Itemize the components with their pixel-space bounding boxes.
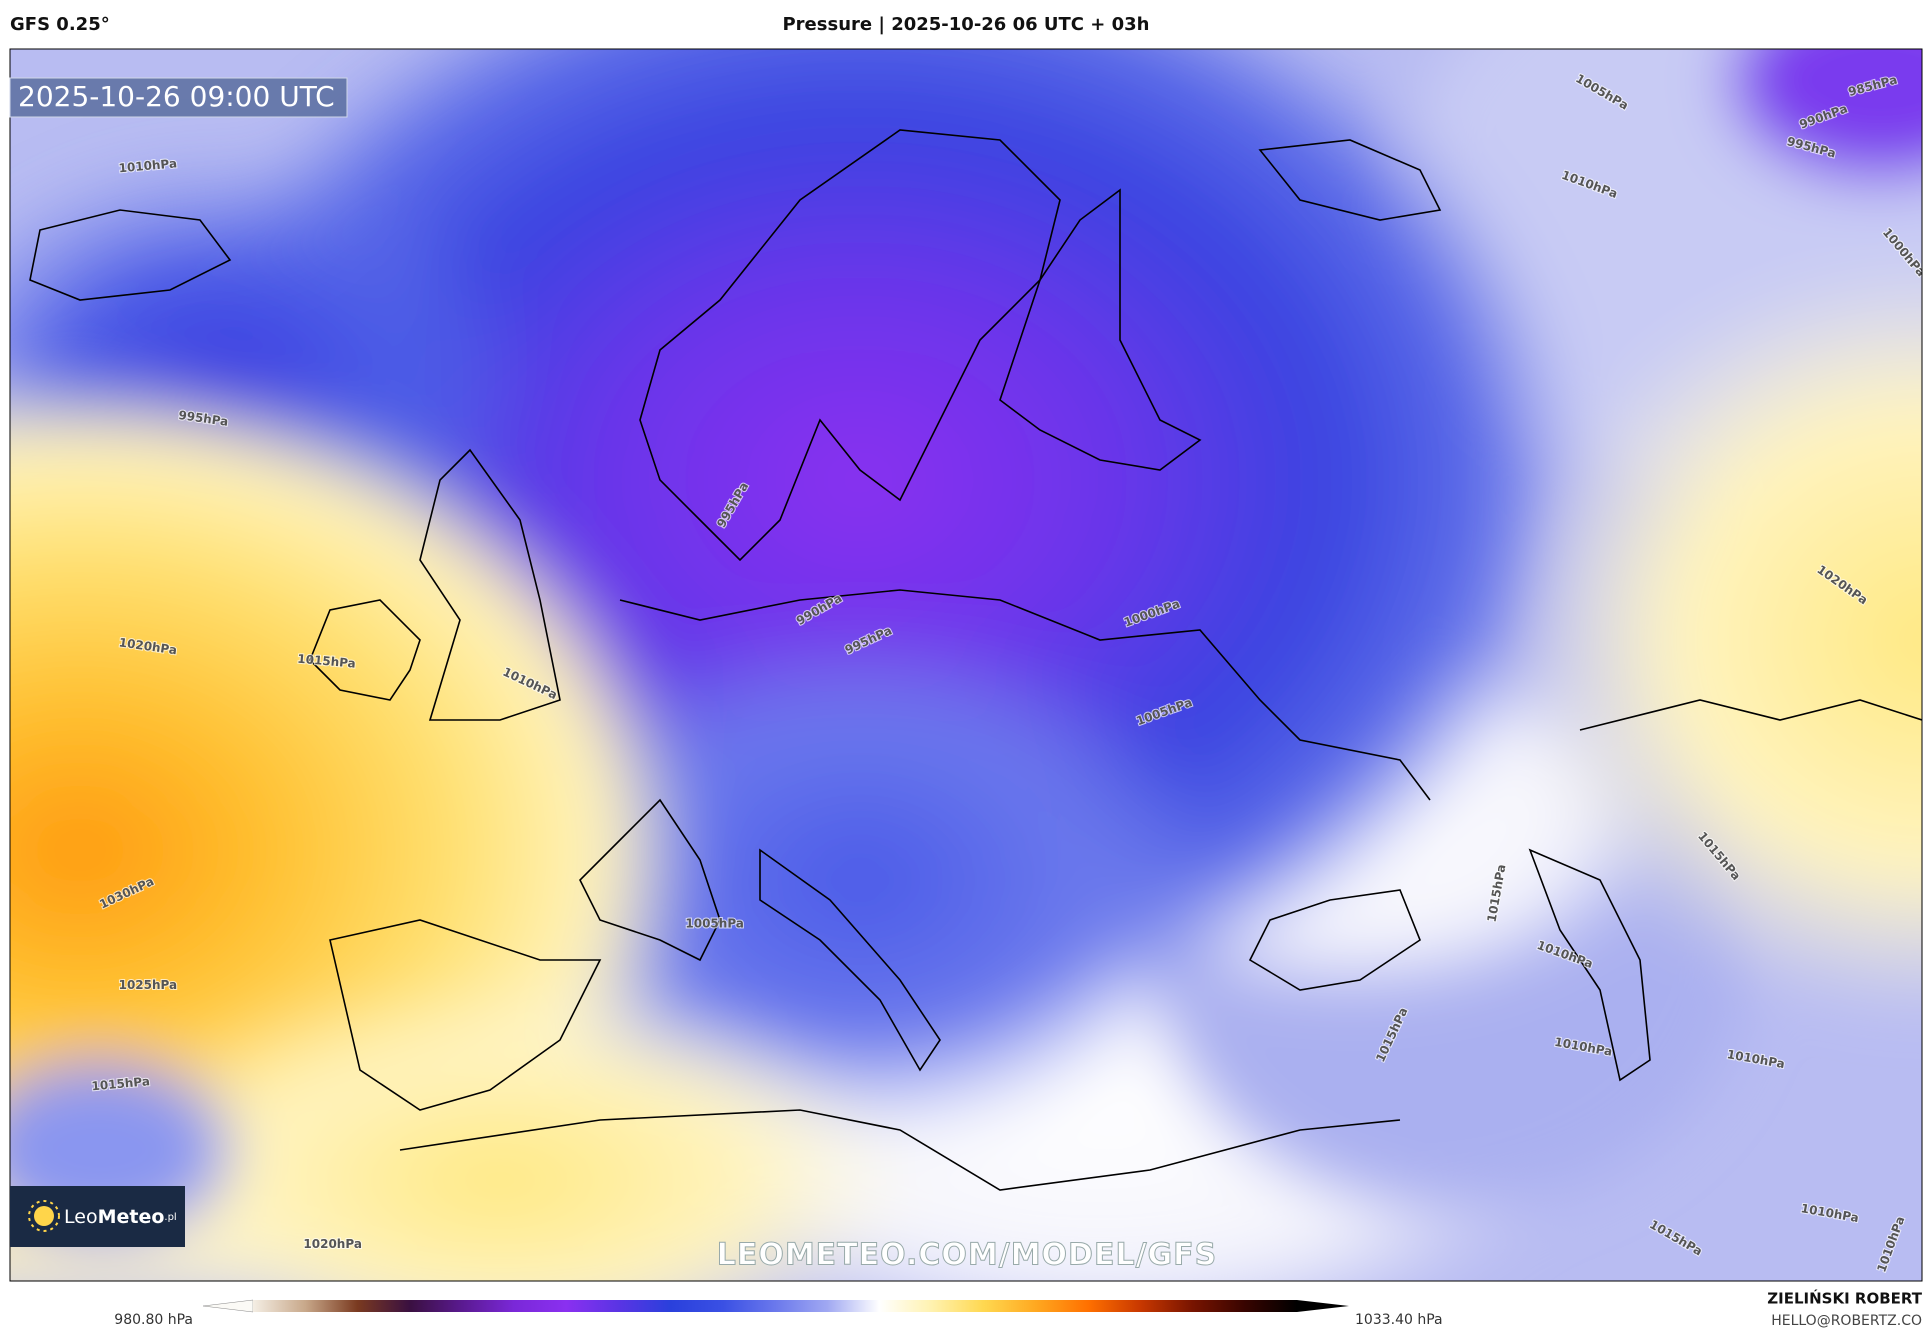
logo-suffix: .pl [164, 1212, 176, 1223]
map-title: Pressure | 2025-10-26 06 UTC + 03h [782, 14, 1149, 35]
timestamp: 2025-10-26 09:00 UTC [18, 80, 335, 113]
min-pressure: 980.80 hPa [114, 1312, 193, 1328]
contour-label: 1005hPa [685, 917, 744, 931]
author: ZIELIŃSKI ROBERT [1767, 1289, 1922, 1308]
logo-sun [34, 1206, 54, 1226]
logo-name-bold: Meteo [98, 1206, 165, 1228]
logo-rays [28, 1200, 60, 1232]
contour-label: 1010hPa [118, 156, 178, 175]
map-frame [9, 48, 1923, 1282]
contour-label: 1020hPa [303, 1237, 362, 1251]
timestamp-box [9, 77, 348, 118]
contour-label: 1025hPa [119, 978, 178, 992]
watermark: LEOMETEO.COM/MODEL/GFS [717, 1238, 1218, 1273]
logo-name: Leo [64, 1206, 98, 1228]
colorbar-max-extend [1297, 1300, 1349, 1312]
logo-text: LeoMeteo.pl [64, 1206, 177, 1228]
coastlines [29, 129, 1922, 1191]
colorbar-bar [253, 1300, 1297, 1312]
colorbar-min-extend [202, 1299, 254, 1313]
contour-label: 1015hPa [297, 652, 357, 671]
max-pressure: 1033.40 hPa [1355, 1312, 1443, 1328]
colorbar: 980.80 hPa 1033.40 hPa [114, 1299, 1443, 1328]
logo: LeoMeteo.pl [10, 1186, 185, 1247]
email: HELLO@ROBERTZ.CO [1771, 1313, 1922, 1329]
contour-label: 1015hPa [91, 1074, 151, 1093]
model-name: GFS 0.25° [10, 14, 110, 35]
